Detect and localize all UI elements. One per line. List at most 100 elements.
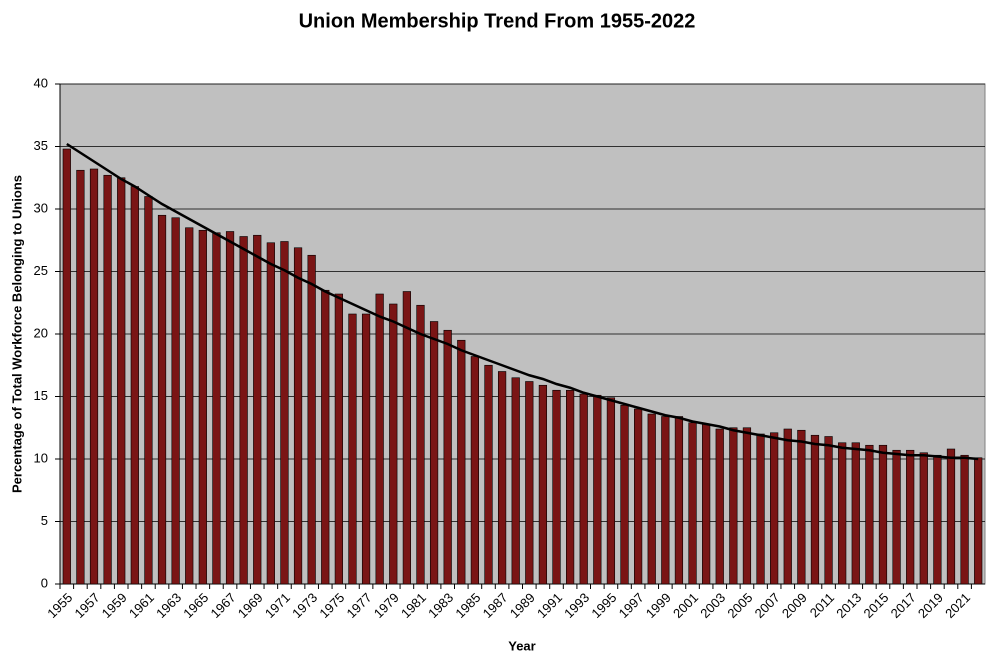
y-axis-title: Percentage of Total Workforce Belonging … [9, 175, 24, 493]
bar [715, 428, 724, 585]
bar [878, 444, 888, 585]
bar [185, 227, 194, 585]
bar [838, 442, 847, 585]
x-tick-label: 1991 [534, 590, 565, 621]
x-tick-label: 1975 [316, 590, 347, 621]
bar [389, 303, 398, 585]
trend-line [66, 142, 979, 461]
y-tick-label: 10 [34, 450, 48, 465]
bar [906, 449, 915, 585]
y-tick-label: 40 [34, 75, 48, 90]
y-tick-label: 35 [34, 138, 48, 153]
x-tick-label: 1967 [208, 590, 239, 621]
bar [225, 231, 235, 585]
bar [756, 433, 765, 585]
x-axis-title: Year [508, 638, 535, 653]
y-tick-label: 15 [34, 388, 48, 403]
bar [797, 429, 806, 585]
x-tick-label: 1959 [99, 590, 130, 621]
bar [144, 196, 153, 585]
bar [402, 291, 411, 585]
x-tick-label: 2009 [779, 590, 810, 621]
x-tick-label: 1957 [72, 590, 103, 621]
bar [824, 436, 833, 585]
bar [566, 389, 575, 585]
bar [892, 449, 901, 585]
bar [239, 236, 248, 585]
x-tick-label: 1979 [371, 590, 402, 621]
bar [157, 214, 167, 585]
bar [429, 321, 439, 585]
bar [375, 293, 384, 585]
x-tick-label: 1989 [507, 590, 538, 621]
bar [280, 241, 289, 585]
bar [919, 452, 928, 585]
x-tick-label: 1981 [398, 590, 429, 621]
y-tick-label: 5 [41, 513, 48, 528]
x-tick-label: 1985 [452, 590, 483, 621]
bar [661, 416, 670, 585]
bar [688, 422, 697, 585]
bar [960, 454, 969, 585]
bar [742, 427, 752, 585]
bar [321, 289, 330, 585]
bar [361, 313, 371, 585]
x-tick-label: 1965 [180, 590, 211, 621]
bar [946, 448, 956, 585]
x-tick-label: 1955 [44, 590, 75, 621]
bar [443, 329, 452, 585]
bar [117, 177, 126, 585]
chart-title: Union Membership Trend From 1955-2022 [299, 10, 696, 32]
x-tick-label: 1983 [425, 590, 456, 621]
bar [457, 339, 466, 585]
bar [702, 423, 711, 585]
bar [416, 304, 425, 585]
bar [783, 428, 792, 585]
y-tick-label: 20 [34, 325, 48, 340]
bar [974, 457, 983, 585]
bar [770, 432, 779, 585]
bar [497, 371, 507, 585]
bar [511, 377, 520, 585]
y-tick-label: 25 [34, 263, 48, 278]
bar [933, 454, 942, 585]
x-tick-label: 2005 [724, 590, 755, 621]
x-tick-label: 2001 [670, 590, 701, 621]
x-tick-label: 2013 [833, 590, 864, 621]
x-tick-label: 2003 [697, 590, 728, 621]
bar [62, 148, 71, 585]
bar [76, 169, 85, 585]
x-tick-label: 1987 [480, 590, 511, 621]
x-tick-label: 1999 [643, 590, 674, 621]
bar [538, 384, 548, 585]
x-tick-label: 1997 [616, 590, 647, 621]
bar [103, 174, 112, 585]
x-tick-label: 2015 [860, 590, 891, 621]
bar [348, 313, 357, 585]
x-tick-label: 1961 [126, 590, 157, 621]
bar [865, 444, 874, 585]
bar [307, 254, 316, 585]
x-tick-label: 1963 [153, 590, 184, 621]
bar [334, 293, 343, 585]
bar [647, 413, 656, 585]
y-tick-label: 0 [41, 575, 48, 590]
bar [593, 394, 602, 585]
x-tick-label: 1977 [344, 590, 375, 621]
x-tick-label: 1969 [235, 590, 266, 621]
bar [89, 168, 99, 585]
bar [130, 186, 139, 585]
x-tick-label: 2011 [807, 590, 837, 620]
bar [293, 247, 303, 585]
bar [171, 217, 180, 585]
bar [851, 442, 860, 585]
x-tick-label: 2007 [752, 590, 783, 621]
bar [729, 427, 738, 585]
x-tick-label: 2019 [915, 590, 946, 621]
bar [579, 393, 588, 585]
bar [620, 404, 629, 585]
bar [606, 397, 616, 585]
bar [266, 242, 275, 585]
x-tick-label: 1971 [262, 590, 293, 621]
